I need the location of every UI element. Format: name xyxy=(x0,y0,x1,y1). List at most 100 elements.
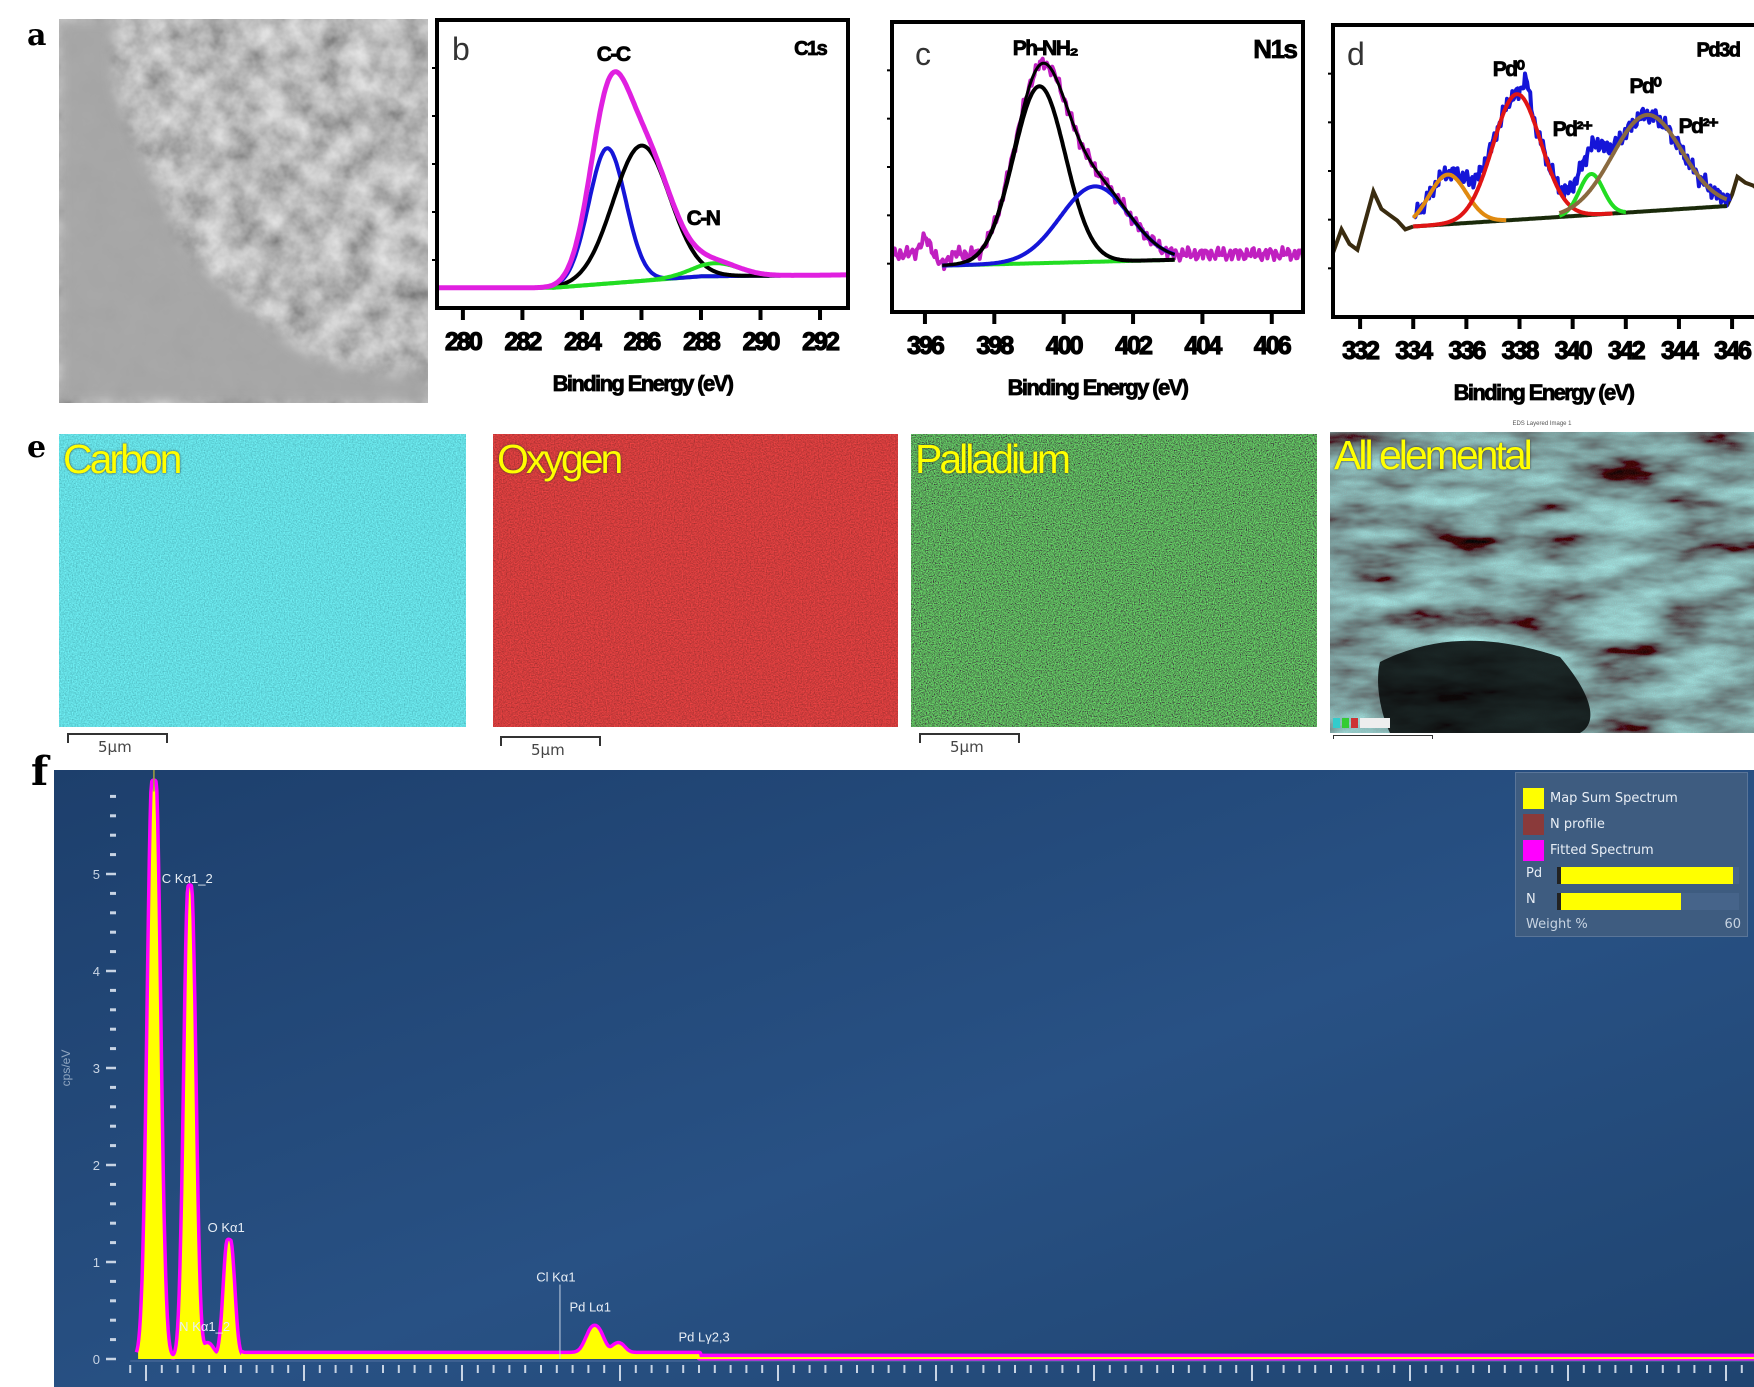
layer-toggle-electron xyxy=(1360,718,1390,728)
x-tick-label: 9 xyxy=(1564,1385,1571,1387)
layer-toggle-c xyxy=(1333,718,1340,728)
peak-label-o-k-1: O Kα1 xyxy=(208,1220,245,1235)
carbon-map-title: Carbon xyxy=(63,436,182,482)
peak-annotation-pd: Pd⁰ xyxy=(1630,75,1663,98)
y-tick-label: 4 xyxy=(93,964,100,979)
x-tick-label: 346 xyxy=(1714,337,1751,365)
envelope-line-c xyxy=(941,61,1176,267)
tem-texture xyxy=(59,19,428,403)
legend-swatch-map-sum xyxy=(1523,787,1544,809)
oxygen-scale-bar xyxy=(500,736,601,746)
x-axis-label: Binding Energy (eV) xyxy=(553,371,734,396)
oxygen-scale-label: 5μm xyxy=(531,741,565,759)
xps-pd3d-chart: 332 334 336 338 340 342 344 346 Binding Energy (… xyxy=(1328,23,1754,405)
x-tick-label: 342 xyxy=(1608,337,1645,365)
panel-label-d: d xyxy=(1347,36,1365,72)
component-ph-nh2-c xyxy=(941,84,1176,268)
x-tick-label: 282 xyxy=(505,328,542,356)
x-tick-label: 10 xyxy=(1719,1385,1733,1387)
survey-line-left xyxy=(1333,185,1414,254)
x-tick-label: 2 xyxy=(458,1385,465,1387)
legend-entry-n-profile: N profile xyxy=(1523,813,1605,835)
component-pd0-3d3-2-d xyxy=(1557,112,1729,215)
x-tick-label: 6 xyxy=(1090,1385,1097,1387)
weight-bar-pd xyxy=(1557,867,1733,884)
x-tick-label: 292 xyxy=(802,328,839,356)
all-elemental-texture xyxy=(1330,432,1754,733)
palladium-map: Palladium xyxy=(911,434,1317,727)
raw-data-line-d xyxy=(1412,71,1732,220)
x-tick-label: 334 xyxy=(1395,337,1433,365)
x-tick-label: 288 xyxy=(683,328,721,356)
palladium-map-texture xyxy=(911,434,1317,727)
y-tick-label: 1 xyxy=(93,1255,100,1270)
x-tick-label: 1 xyxy=(300,1385,307,1387)
spectrum-title-b: C1s xyxy=(794,38,828,60)
spectrum-title-d: Pd3d xyxy=(1697,39,1740,61)
plot-area-c xyxy=(892,56,1303,272)
x-tick-label: 332 xyxy=(1342,337,1379,365)
weight-axis-max: 60 xyxy=(1724,917,1741,932)
oxygen-map-title: Oxygen xyxy=(497,436,623,482)
peak-label-pd-l-2-3: Pd Lγ2,3 xyxy=(678,1330,729,1345)
plot-area-b xyxy=(437,69,848,291)
carbon-scale-label: 5μm xyxy=(98,738,132,756)
background-line-d xyxy=(1412,204,1728,229)
weight-label-n: N xyxy=(1526,892,1536,907)
panel-label-a: a xyxy=(27,18,47,53)
carbon-scale-bar xyxy=(67,733,168,743)
legend-entry-fitted: Fitted Spectrum xyxy=(1523,839,1654,861)
x-tick-label: 398 xyxy=(976,332,1014,360)
y-tick-label: 3 xyxy=(93,1061,100,1076)
panel-label-e: e xyxy=(27,430,47,465)
x-axis-label: Binding Energy (eV) xyxy=(1454,380,1635,405)
all-elemental-title: All elemental xyxy=(1334,432,1533,478)
component-pd0-3d5-2-d xyxy=(1411,92,1614,229)
weight-axis-label: Weight % xyxy=(1526,917,1588,932)
peak-annotation-pd: Pd⁰ xyxy=(1493,58,1526,81)
raw-data-line-c xyxy=(892,56,1303,272)
x-tick-label: 7 xyxy=(1248,1385,1255,1387)
layer-toggle-o xyxy=(1351,718,1358,728)
plot-frame-c xyxy=(890,20,1305,314)
layered-image-caption: EDS Layered Image 1 xyxy=(1512,421,1572,427)
x-tick-label: 4 xyxy=(774,1385,781,1387)
peak-label-c-k-1-2: C Kα1_2 xyxy=(162,871,213,886)
x-tick-label: 290 xyxy=(743,328,780,356)
x-tick-label: 284 xyxy=(564,328,602,356)
x-tick-label: 336 xyxy=(1449,337,1486,365)
x-tick-label: 404 xyxy=(1185,332,1223,360)
x-tick-label: 0 xyxy=(142,1385,149,1387)
xps-c1s-chart: 280 282 284 286 288 290 292 Binding Energy (eV)… xyxy=(432,18,850,396)
panel-label-f: f xyxy=(31,748,49,795)
plot-frame-b xyxy=(435,18,850,310)
legend-entry-map-sum: Map Sum Spectrum xyxy=(1523,787,1678,809)
eds-background xyxy=(54,770,1754,1387)
y-tick-label: 2 xyxy=(93,1158,100,1173)
x-tick-label: 8 xyxy=(1406,1385,1413,1387)
spectrum-title-c: N1s xyxy=(1253,34,1297,64)
weight-bar-n xyxy=(1557,893,1682,910)
all-elemental-map: All elemental xyxy=(1330,432,1754,733)
envelope-line-b xyxy=(437,69,848,291)
plot-area-d xyxy=(1333,71,1754,254)
eds-legend: Map Sum Spectrum N profile Fitted Spectr… xyxy=(1515,772,1748,937)
x-tick-label: 396 xyxy=(907,332,944,360)
legend-swatch-n-profile xyxy=(1523,813,1544,835)
xps-n1s-chart: 396 398 400 402 404 406 Binding Energy (eV) c N1… xyxy=(887,20,1305,400)
peak-annotation-c-n: C-N xyxy=(687,207,720,230)
legend-label-map-sum: Map Sum Spectrum xyxy=(1550,790,1678,806)
panel-label-c: c xyxy=(915,36,931,72)
weight-label-pd: Pd xyxy=(1526,866,1543,881)
carbon-map: Carbon xyxy=(59,434,466,727)
peak-annotation-pd: Pd²⁺ xyxy=(1679,115,1719,138)
x-axis-label: Binding Energy (eV) xyxy=(1008,375,1189,400)
eds-spectrum-chart: 0 1 2 3 4 5 cps/eV 0 1 2 3 4 5 6 7 8 9 10 C Kα1_2 O Kα1 N Kα… xyxy=(54,770,1754,1387)
panel-label-b: b xyxy=(452,31,470,67)
x-tick-label: 5 xyxy=(932,1385,939,1387)
y-tick-label: 5 xyxy=(93,867,100,882)
peak-label-pd-l-1: Pd Lα1 xyxy=(569,1300,611,1315)
x-tick-label: 3 xyxy=(616,1385,623,1387)
x-tick-label: 406 xyxy=(1254,332,1291,360)
x-tick-label: 344 xyxy=(1661,337,1699,365)
